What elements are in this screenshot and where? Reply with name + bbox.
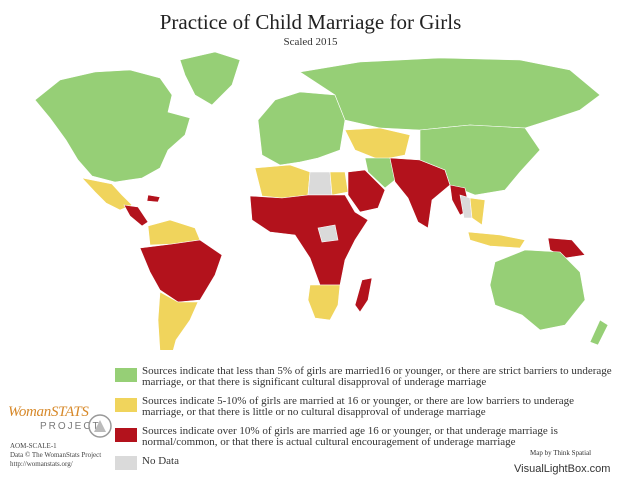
legend-item: Sources indicate that less than 5% of gi… (115, 366, 615, 394)
region (347, 169, 386, 213)
region (34, 69, 191, 183)
credit: http://womanstats.org/ (10, 460, 73, 468)
subtitle: Scaled 2015 (283, 36, 338, 48)
region (146, 194, 161, 203)
legend-label: Sources indicate over 10% of girls are m… (142, 425, 558, 448)
legend-item: No Data (115, 454, 615, 482)
legend-item: Sources indicate over 10% of girls are m… (115, 426, 615, 454)
legend-label: Sources indicate 5-10% of girls are marr… (142, 395, 575, 418)
region (329, 171, 349, 196)
region (123, 204, 149, 227)
legend-swatch (115, 456, 137, 470)
region (364, 157, 396, 189)
region (254, 164, 311, 199)
legend-item: Sources indicate 5-10% of girls are marr… (115, 396, 615, 424)
legend-swatch (115, 398, 137, 412)
region (257, 91, 346, 166)
region (419, 124, 541, 196)
site-link: VisualLightBox.com (514, 463, 611, 475)
region (589, 319, 609, 346)
region (489, 249, 586, 331)
region (307, 284, 341, 321)
region (249, 194, 369, 286)
region (299, 57, 601, 131)
legend-swatch (115, 428, 137, 442)
credit: AOM-SCALE-1 (10, 442, 57, 450)
region (469, 197, 486, 226)
region (467, 231, 526, 249)
logo-icon (88, 414, 112, 438)
legend-label: No Data (142, 455, 179, 467)
region (307, 171, 333, 196)
region (157, 291, 199, 350)
world-map (34, 51, 609, 350)
region (317, 224, 339, 243)
region (344, 127, 411, 161)
legend-swatch (115, 368, 137, 382)
credit: Map by Think Spatial (530, 449, 592, 457)
region (139, 239, 223, 303)
region (179, 51, 241, 106)
logo-sub: PROJECT (40, 421, 101, 432)
region (354, 277, 373, 313)
logo-name: WomanSTATS (8, 404, 89, 420)
legend-label: Sources indicate that less than 5% of gi… (142, 365, 612, 388)
credit: Data © The WomanStats Project (10, 451, 102, 459)
title: Practice of Child Marriage for Girls (159, 10, 462, 34)
